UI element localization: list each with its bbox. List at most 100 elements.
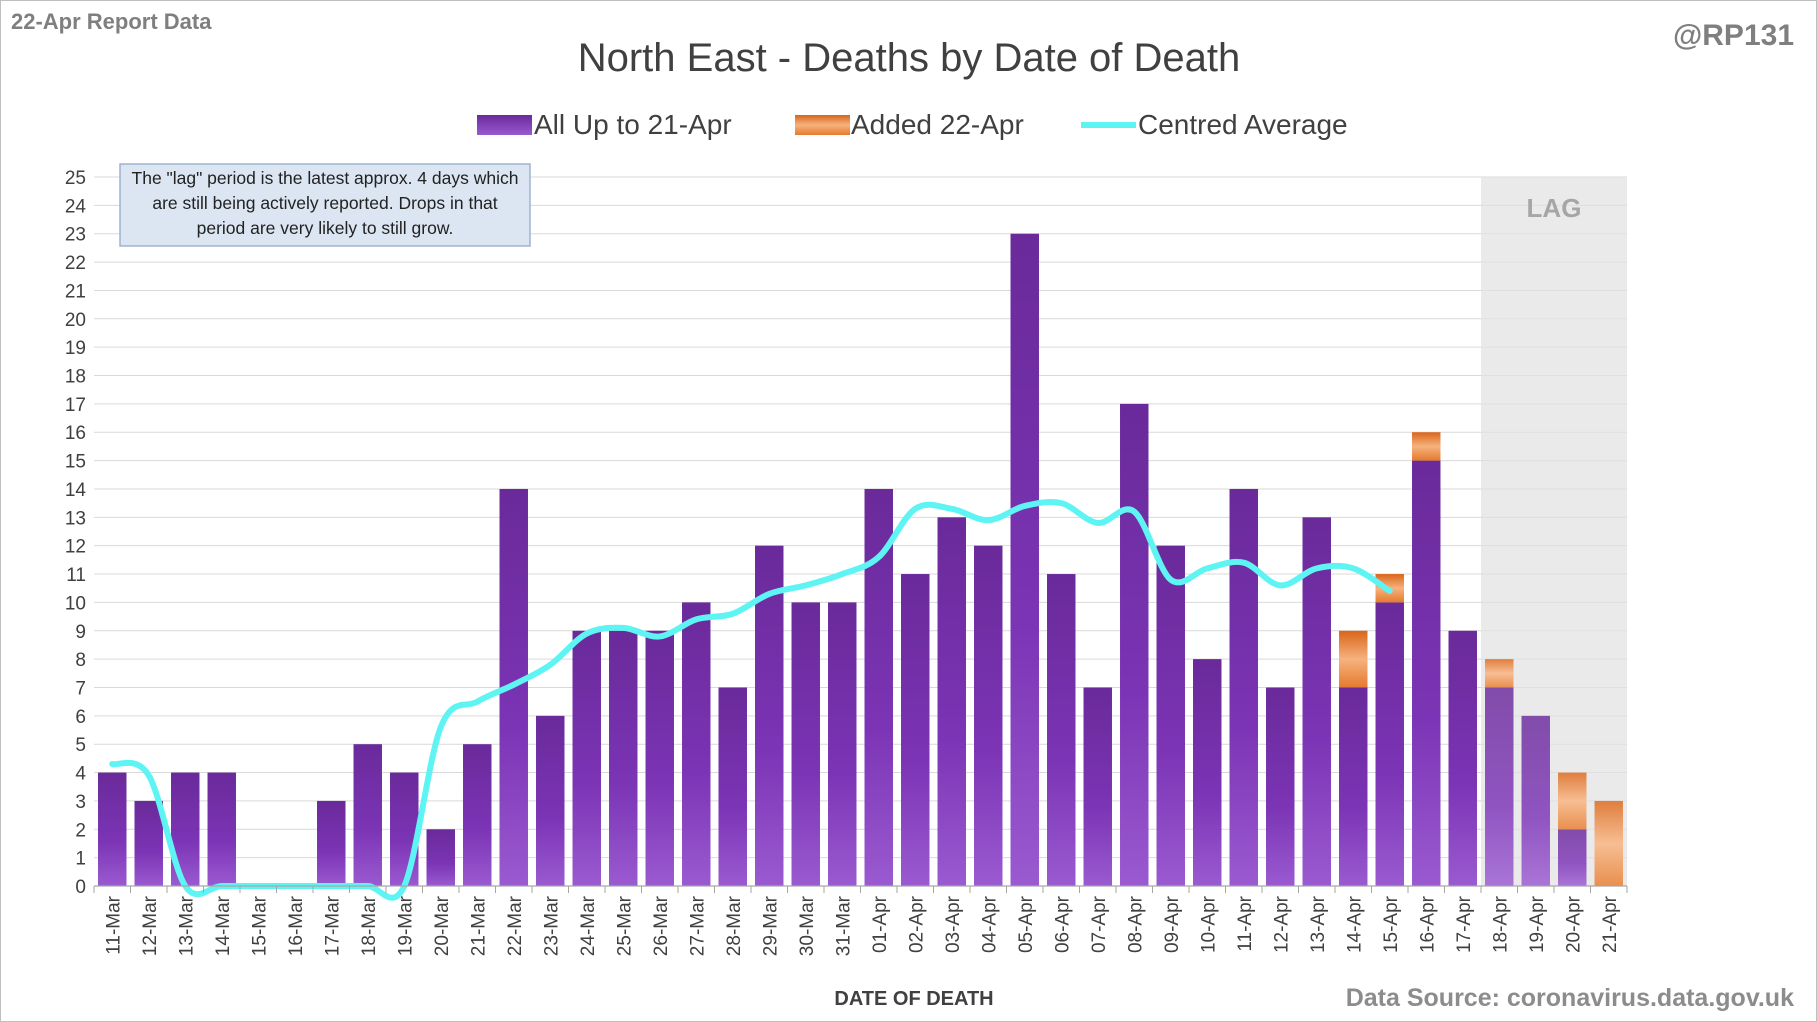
y-tick-label: 22 [65,253,86,274]
report-date-label: 22-Apr Report Data [11,9,212,34]
x-tick-label: 17-Apr [1454,895,1475,953]
x-tick-label: 21-Apr [1600,895,1621,953]
x-tick-label: 29-Mar [760,895,781,956]
bar-main [317,800,346,886]
data-source: Data Source: coronavirus.data.gov.uk [1345,984,1794,1012]
x-axis-title: DATE OF DEATH [834,988,993,1010]
bar-main [1083,687,1112,886]
bar-main [645,630,674,886]
x-tick-label: 08-Apr [1125,895,1146,953]
bar-main [1302,517,1331,886]
bar-main [1229,488,1258,886]
bar-main [463,744,492,886]
y-tick-label: 0 [75,877,86,898]
bar-main [1448,630,1477,886]
y-tick-label: 9 [75,622,86,643]
y-tick-label: 16 [65,423,86,444]
y-tick-label: 18 [65,367,86,388]
bar-main [1485,687,1514,886]
bar-main [426,829,455,886]
bar-main [1266,687,1295,886]
y-tick-label: 25 [65,168,86,189]
legend-item-average: Centred Average [1081,109,1348,140]
bar-main [755,545,784,886]
lag-label: LAG [1527,193,1582,223]
x-tick-label: 15-Mar [249,895,270,956]
bar-added [1558,772,1587,830]
y-tick-label: 7 [75,678,86,699]
y-tick-label: 21 [65,281,86,302]
bars [98,177,1627,887]
author-handle: @RP131 [1673,19,1794,52]
axes: 0123456789101112131415161718192021222324… [65,168,1628,956]
x-tick-label: 14-Apr [1344,895,1365,953]
x-tick-label: 11-Apr [1235,895,1256,951]
bar-main [718,687,747,886]
y-tick-label: 11 [66,565,86,586]
x-tick-label: 17-Mar [322,895,343,956]
legend-swatch-main [477,115,532,135]
legend-label-average: Centred Average [1138,109,1348,140]
x-tick-label: 01-Apr [870,895,891,953]
y-tick-label: 2 [75,820,86,841]
bar-main [974,545,1003,886]
legend-item-main: All Up to 21-Apr [477,109,732,140]
y-tick-label: 24 [65,196,87,217]
x-tick-label: 19-Mar [395,895,416,956]
y-tick-label: 15 [65,452,86,473]
legend-label-main: All Up to 21-Apr [534,109,732,140]
annotation-text: The "lag" period is the latest approx. 4… [131,168,519,238]
legend-label-added: Added 22-Apr [851,109,1024,140]
y-tick-label: 20 [65,310,86,331]
bar-main [1521,715,1550,886]
x-tick-label: 30-Mar [797,895,818,956]
x-tick-label: 11-Mar [103,895,124,954]
y-tick-label: 17 [65,395,86,416]
x-tick-label: 28-Mar [724,895,745,956]
x-tick-label: 12-Mar [140,895,161,956]
bar-main [937,517,966,886]
x-tick-label: 12-Apr [1271,895,1292,953]
bar-added [1412,432,1441,461]
x-tick-label: 19-Apr [1527,895,1548,953]
x-tick-label: 14-Mar [213,895,234,956]
bar-main [1047,574,1076,886]
bar-main [1120,403,1149,886]
x-tick-label: 03-Apr [943,895,964,953]
x-tick-label: 26-Mar [651,895,672,956]
bar-main [828,602,857,886]
y-tick-label: 4 [75,764,86,785]
bar-main [353,744,382,886]
x-tick-label: 09-Apr [1162,895,1183,953]
bar-main [1339,687,1368,886]
x-tick-label: 20-Apr [1563,895,1584,953]
x-tick-label: 24-Mar [578,895,599,956]
bar-main [572,630,601,886]
legend: All Up to 21-Apr Added 22-Apr Centred Av… [477,109,1348,140]
x-tick-label: 04-Apr [979,895,1000,953]
x-tick-label: 31-Mar [833,895,854,956]
bar-main [1412,460,1441,886]
bar-main [98,772,127,886]
bar-main [1156,545,1185,886]
annotation-background [119,163,531,247]
bar-main [207,772,236,886]
bar-main [1193,659,1222,886]
bar-main [134,800,163,886]
y-tick-label: 8 [75,650,86,671]
x-tick-label: 21-Mar [468,895,489,956]
bar-main [536,715,565,886]
x-tick-label: 20-Mar [432,895,453,956]
x-tick-label: 16-Apr [1417,895,1438,953]
x-tick-label: 22-Mar [505,895,526,956]
y-tick-label: 19 [65,338,86,359]
y-tick-label: 23 [65,225,86,246]
x-tick-label: 06-Apr [1052,895,1073,953]
legend-swatch-added [795,115,850,135]
y-tick-label: 3 [75,792,86,813]
chart-title: North East - Deaths by Date of Death [578,36,1241,80]
bar-main [1375,602,1404,886]
bar-main [791,602,820,886]
